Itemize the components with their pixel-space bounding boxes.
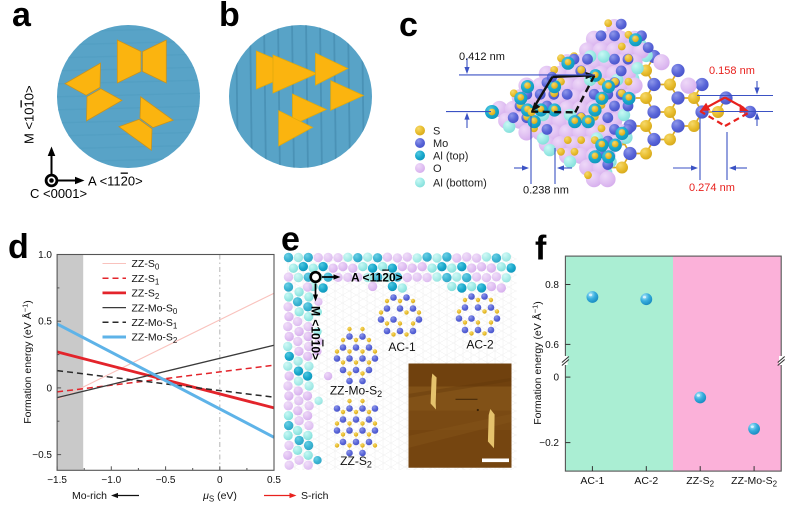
svg-text:AC-1: AC-1 (388, 340, 416, 354)
svg-text:Formation energy (eV Å−1): Formation energy (eV Å−1) (21, 300, 35, 424)
svg-text:ZZ-Mo-S1: ZZ-Mo-S1 (132, 317, 178, 331)
svg-text:Al (top): Al (top) (433, 151, 468, 163)
svg-text:−0.5: −0.5 (32, 450, 52, 461)
svg-text:Al (bottom): Al (bottom) (433, 178, 487, 190)
svg-text:e: e (281, 221, 300, 259)
svg-text:c: c (399, 6, 418, 44)
svg-text:A <1120>: A <1120> (88, 174, 143, 189)
svg-text:AC-2: AC-2 (634, 475, 658, 487)
svg-text:ZZ-Mo-S2: ZZ-Mo-S2 (731, 475, 777, 489)
svg-text:d: d (8, 228, 29, 266)
svg-text:0.5: 0.5 (267, 475, 281, 486)
svg-text:Formation energy (eV Å−1): Formation energy (eV Å−1) (531, 301, 545, 425)
svg-text:0.274 nm: 0.274 nm (689, 182, 735, 194)
svg-text:−0.2: −0.2 (539, 438, 559, 449)
svg-text:a: a (12, 0, 32, 34)
svg-text:M <1010>: M <1010> (309, 306, 323, 360)
svg-text:AC-1: AC-1 (580, 475, 604, 487)
svg-text:0.8: 0.8 (545, 280, 559, 291)
svg-text:−1.5: −1.5 (47, 475, 67, 486)
svg-text:−1.0: −1.0 (101, 475, 121, 486)
svg-text:O: O (433, 163, 442, 175)
svg-text:−0.5: −0.5 (156, 475, 176, 486)
svg-text:ZZ-S0: ZZ-S0 (132, 258, 160, 272)
svg-text:0: 0 (553, 373, 559, 384)
svg-text:ZZ-S2: ZZ-S2 (132, 288, 160, 302)
svg-text:μS (eV): μS (eV) (202, 490, 237, 504)
svg-text:AC-2: AC-2 (466, 338, 494, 352)
svg-text:S: S (433, 126, 440, 138)
svg-text:b: b (219, 0, 240, 34)
svg-text:f: f (535, 230, 547, 268)
svg-text:ZZ-Mo-S0: ZZ-Mo-S0 (132, 302, 178, 316)
svg-text:0.158 nm: 0.158 nm (709, 65, 755, 77)
svg-text:0.412 nm: 0.412 nm (459, 51, 505, 63)
svg-text:ZZ-S2: ZZ-S2 (340, 454, 372, 470)
svg-text:0: 0 (46, 383, 52, 394)
svg-text:0.238 nm: 0.238 nm (523, 185, 569, 197)
svg-text:ZZ-Mo-S2: ZZ-Mo-S2 (132, 332, 178, 346)
svg-text:C <0001>: C <0001> (30, 186, 87, 201)
svg-text:1.0: 1.0 (38, 250, 52, 261)
svg-text:A <1120>: A <1120> (351, 271, 403, 285)
svg-text:ZZ-Mo-S2: ZZ-Mo-S2 (330, 384, 382, 400)
svg-text:Mo-rich: Mo-rich (72, 490, 107, 502)
svg-text:ZZ-S1: ZZ-S1 (132, 273, 160, 287)
svg-text:0.6: 0.6 (545, 340, 559, 351)
svg-text:Mo: Mo (433, 138, 448, 150)
svg-text:M <1010>: M <1010> (22, 85, 37, 144)
svg-text:0: 0 (217, 475, 223, 486)
svg-text:S-rich: S-rich (301, 490, 329, 502)
svg-text:0.5: 0.5 (38, 317, 52, 328)
svg-text:ZZ-S2: ZZ-S2 (686, 475, 714, 489)
